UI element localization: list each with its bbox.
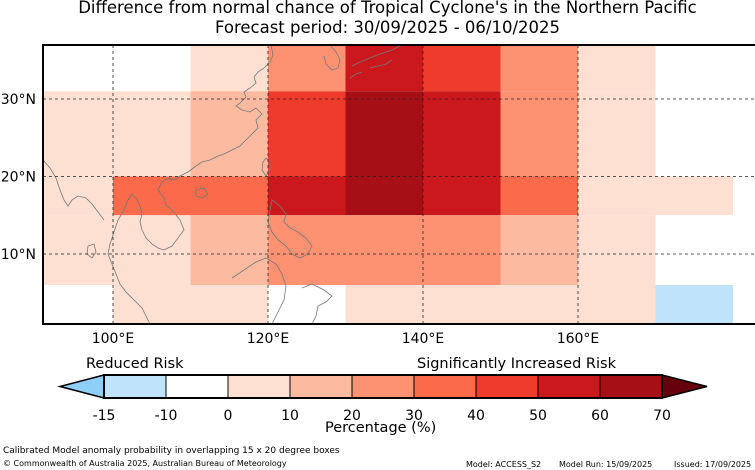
colorbar-segment — [103, 374, 167, 399]
model-run: Model Run: 15/09/2025 — [559, 460, 653, 469]
colorbar-tick-label: -10 — [155, 408, 178, 424]
coastline-taiwan — [261, 157, 271, 177]
grid-cell-32 — [43, 285, 113, 324]
colorbar-tick-label: 50 — [529, 408, 547, 424]
grid-cell-19 — [268, 176, 346, 216]
lon-label: 100°E — [92, 331, 135, 347]
grid-cell-35 — [345, 285, 656, 324]
grid-cell-29 — [500, 215, 578, 285]
graticule — [43, 45, 755, 324]
lon-label: 140°E — [402, 331, 445, 347]
colorbar-tick-label: 20 — [343, 408, 361, 424]
colorbar-tick-label: 70 — [653, 408, 671, 424]
colorbar-high-extension — [661, 374, 708, 399]
grid-cell-3 — [345, 45, 423, 92]
grid-cell-25 — [43, 215, 113, 285]
lon-label: 120°E — [247, 331, 290, 347]
coastline-sri-lanka — [86, 243, 97, 259]
probability-grid — [43, 45, 733, 324]
coastline-borneo — [231, 257, 287, 324]
colorbar-tick-label: 40 — [467, 408, 485, 424]
lat-label: 30°N — [1, 92, 36, 108]
map-title: Difference from normal chance of Tropica… — [78, 0, 697, 17]
grid-cell-21 — [423, 176, 501, 216]
colorbar-segment — [537, 374, 601, 399]
grid-cell-4 — [423, 45, 501, 92]
colorbar-tick-label: 60 — [591, 408, 609, 424]
colorbar-segment — [289, 374, 353, 399]
grid-cell-6 — [578, 45, 656, 92]
lon-label: 160°E — [557, 331, 600, 347]
grid-cell-30 — [578, 215, 656, 285]
grid-cell-15 — [578, 91, 656, 177]
grid-cell-16 — [655, 91, 733, 177]
colorbar-segment — [227, 374, 291, 399]
colorbar-segment — [351, 374, 415, 399]
colorbar-low-extension — [57, 374, 105, 399]
grid-cell-17 — [43, 176, 113, 216]
colorbar-tick-label: 0 — [224, 408, 233, 424]
grid-cell-26 — [113, 215, 191, 285]
colorbar-outline — [103, 374, 663, 399]
axis-labels: 30°N 20°N 10°N 100°E 120°E 140°E 160°E — [1, 92, 600, 347]
grid-cell-0 — [43, 45, 191, 92]
grid-cell-1 — [190, 45, 268, 92]
grid-cell-31 — [655, 215, 733, 285]
colorbar-segment — [413, 374, 477, 399]
copyright: © Commonwealth of Australia 2025, Austra… — [3, 459, 287, 468]
grid-cell-34 — [268, 285, 346, 324]
colorbar-tick-label: 10 — [281, 408, 299, 424]
grid-cell-2 — [268, 45, 346, 92]
method-note: Calibrated Model anomaly probability in … — [3, 446, 340, 456]
grid-cell-10 — [190, 91, 268, 177]
coastline — [43, 45, 409, 324]
coastline-hainan — [195, 187, 209, 199]
grid-cell-20 — [345, 176, 423, 216]
grid-cell-12 — [345, 91, 423, 177]
coastline-sulawesi — [301, 283, 333, 324]
colorbar-segment — [599, 374, 663, 399]
model-name: Model: ACCESS_S2 — [466, 460, 542, 469]
grid-cell-18 — [113, 176, 268, 216]
grid-cell-7 — [655, 45, 733, 92]
lat-label: 20°N — [1, 170, 36, 186]
grid-cell-28 — [268, 215, 501, 285]
grid-cell-8 — [43, 91, 113, 177]
increased-risk-label: Significantly Increased Risk — [417, 356, 616, 372]
grid-cell-36 — [655, 285, 733, 324]
reduced-risk-label: Reduced Risk — [86, 356, 184, 372]
colorbar-tick-label: 30 — [405, 408, 423, 424]
issued-date: Issued: 17/09/2025 — [674, 460, 752, 469]
grid-cell-13 — [423, 91, 501, 177]
colorbar-segment — [165, 374, 229, 399]
grid-cell-27 — [190, 215, 268, 285]
coastline-korea — [323, 45, 341, 71]
grid-cell-5 — [500, 45, 578, 92]
grid-cell-23 — [578, 176, 656, 216]
lat-label: 10°N — [1, 247, 36, 263]
grid-cell-11 — [268, 91, 346, 177]
coastline-asia — [107, 45, 274, 324]
grid-cell-14 — [500, 91, 578, 177]
colorbar-tick-label: -15 — [93, 408, 116, 424]
grid-cell-9 — [113, 91, 191, 177]
grid-cell-22 — [500, 176, 578, 216]
map-frame — [42, 44, 755, 325]
colorbar-axis-label: Percentage (%) — [325, 420, 437, 436]
colorbar: -15 -10 0 10 20 30 40 50 60 70 — [57, 374, 708, 424]
grid-cell-24 — [655, 176, 733, 216]
forecast-period: Forecast period: 30/09/2025 - 06/10/2025 — [214, 18, 561, 37]
colorbar-segment — [475, 374, 539, 399]
